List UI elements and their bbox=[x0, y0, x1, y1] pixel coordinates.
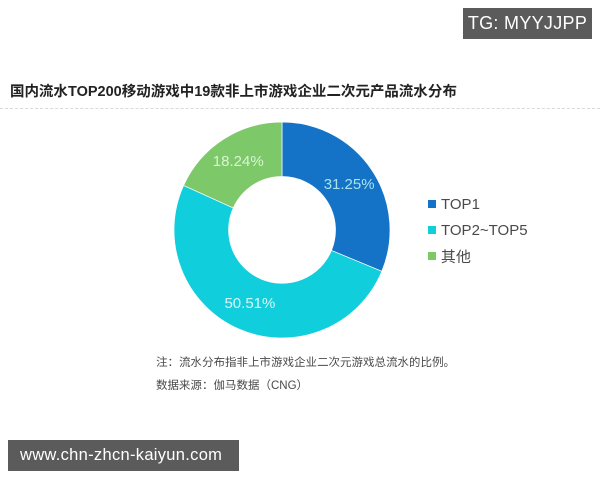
svg-text:50.51%: 50.51% bbox=[224, 295, 275, 312]
svg-text:18.24%: 18.24% bbox=[213, 153, 264, 170]
svg-text:31.25%: 31.25% bbox=[324, 176, 375, 193]
